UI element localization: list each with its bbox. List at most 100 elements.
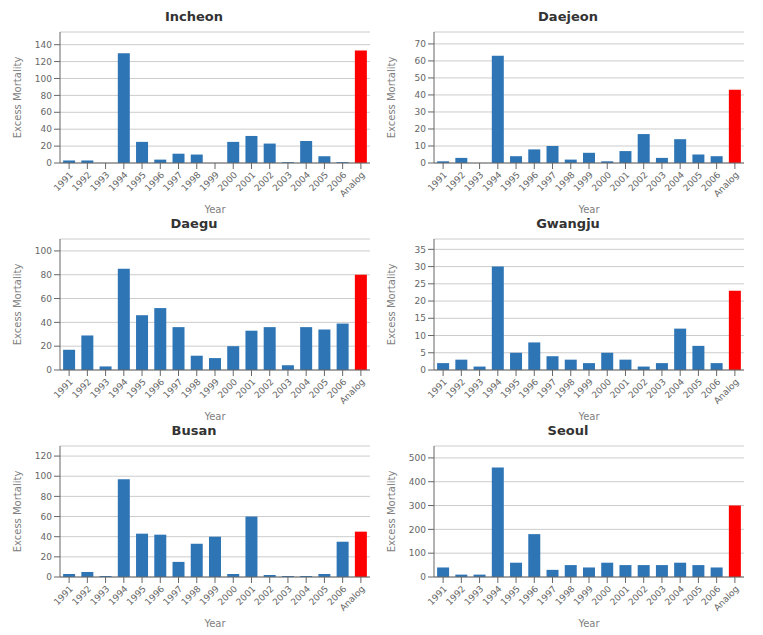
svg-text:2004: 2004 [663,170,686,193]
svg-text:2001: 2001 [608,377,631,400]
svg-text:80: 80 [41,492,53,502]
svg-text:2004: 2004 [289,170,312,193]
svg-text:30: 30 [415,107,427,117]
svg-text:0: 0 [420,365,426,375]
svg-text:60: 60 [41,107,53,117]
svg-text:2003: 2003 [271,170,294,193]
svg-text:80: 80 [41,91,53,101]
svg-text:5: 5 [420,348,426,358]
svg-text:20: 20 [41,341,53,351]
svg-text:1991: 1991 [52,377,75,400]
svg-text:2005: 2005 [307,584,330,607]
svg-text:100: 100 [35,471,52,481]
svg-text:1995: 1995 [125,170,148,193]
svg-text:1992: 1992 [444,584,467,607]
svg-text:Year: Year [577,411,600,420]
svg-text:40: 40 [415,90,427,100]
svg-text:1999: 1999 [572,584,595,607]
svg-text:40: 40 [41,318,53,328]
svg-text:Year: Year [577,204,600,213]
svg-text:2005: 2005 [681,170,704,193]
svg-text:Analog: Analog [712,377,741,406]
svg-text:2000: 2000 [216,170,239,193]
svg-text:1995: 1995 [499,377,522,400]
svg-text:2000: 2000 [590,584,613,607]
svg-text:60: 60 [415,56,427,66]
svg-text:2004: 2004 [663,377,686,400]
svg-text:20: 20 [415,296,427,306]
svg-text:1996: 1996 [143,170,166,193]
svg-text:1995: 1995 [499,170,522,193]
svg-text:1994: 1994 [480,377,503,400]
svg-text:1995: 1995 [125,584,148,607]
svg-text:80: 80 [41,270,53,280]
svg-text:1998: 1998 [179,584,202,607]
svg-text:2001: 2001 [234,377,257,400]
svg-text:20: 20 [415,124,427,134]
svg-text:1998: 1998 [179,170,202,193]
svg-text:1994: 1994 [106,170,129,193]
svg-text:1997: 1997 [535,584,558,607]
svg-text:2002: 2002 [626,170,649,193]
svg-text:2003: 2003 [645,170,668,193]
svg-text:200: 200 [409,525,426,535]
svg-text:2002: 2002 [626,377,649,400]
svg-text:500: 500 [409,453,426,463]
svg-text:0: 0 [420,158,426,168]
svg-text:25: 25 [415,279,426,289]
svg-text:Excess Mortality: Excess Mortality [386,264,397,346]
svg-text:1997: 1997 [535,377,558,400]
svg-text:0: 0 [46,365,52,375]
svg-text:2004: 2004 [289,377,312,400]
svg-text:2000: 2000 [216,377,239,400]
svg-text:100: 100 [409,548,426,558]
svg-text:140: 140 [35,40,52,50]
svg-text:1991: 1991 [426,584,449,607]
svg-text:2000: 2000 [590,377,613,400]
svg-text:30: 30 [415,262,427,272]
svg-text:0: 0 [46,572,52,582]
svg-text:2002: 2002 [252,377,275,400]
svg-text:Analog: Analog [712,170,741,199]
svg-text:2004: 2004 [289,584,312,607]
svg-text:50: 50 [415,73,427,83]
svg-text:Year: Year [203,618,226,627]
svg-text:2001: 2001 [234,170,257,193]
svg-text:10: 10 [415,331,427,341]
svg-text:1996: 1996 [143,584,166,607]
svg-text:1999: 1999 [572,170,595,193]
svg-text:Analog: Analog [338,377,367,406]
svg-text:2001: 2001 [234,584,257,607]
svg-text:1995: 1995 [499,584,522,607]
svg-text:1992: 1992 [444,170,467,193]
svg-text:Analog: Analog [338,170,367,199]
svg-text:2001: 2001 [608,170,631,193]
svg-text:1999: 1999 [198,584,221,607]
svg-text:1998: 1998 [553,584,576,607]
svg-text:2005: 2005 [307,377,330,400]
svg-text:Analog: Analog [338,584,367,613]
svg-text:1992: 1992 [70,170,93,193]
svg-text:40: 40 [41,532,53,542]
svg-text:2005: 2005 [681,377,704,400]
svg-text:60: 60 [41,294,53,304]
svg-text:40: 40 [41,124,53,134]
svg-text:2003: 2003 [645,584,668,607]
svg-text:100: 100 [35,74,52,84]
svg-text:1993: 1993 [88,170,111,193]
svg-text:2003: 2003 [271,584,294,607]
svg-text:10: 10 [415,141,427,151]
svg-text:Excess Mortality: Excess Mortality [12,471,23,553]
svg-text:35: 35 [415,245,426,255]
svg-text:1991: 1991 [52,584,75,607]
svg-text:1992: 1992 [70,584,93,607]
svg-text:1993: 1993 [88,377,111,400]
svg-text:1997: 1997 [161,584,184,607]
svg-text:1999: 1999 [572,377,595,400]
svg-text:1994: 1994 [106,377,129,400]
svg-text:1998: 1998 [179,377,202,400]
svg-text:2004: 2004 [663,584,686,607]
svg-text:1994: 1994 [480,584,503,607]
svg-text:300: 300 [409,501,426,511]
svg-text:2002: 2002 [252,170,275,193]
